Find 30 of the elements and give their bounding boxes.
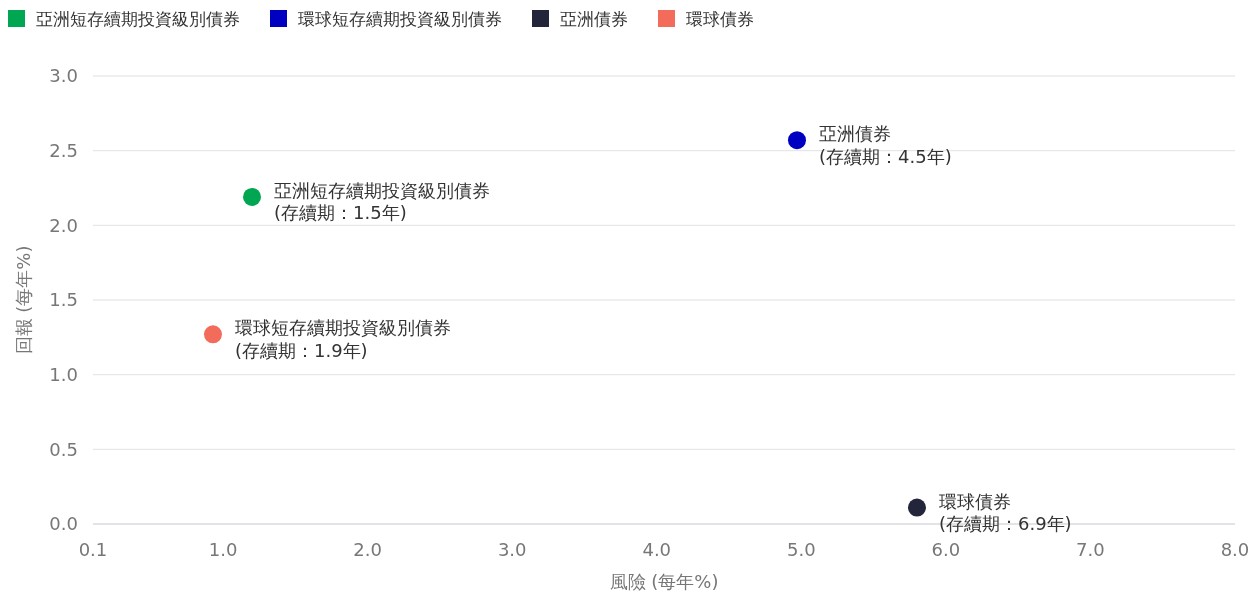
x-tick-label: 5.0	[787, 539, 816, 560]
legend-label: 亞洲短存續期投資級別債券	[36, 9, 240, 29]
point	[787, 131, 806, 150]
y-tick-label: 1.0	[49, 363, 78, 385]
y-tick-label: 0.0	[49, 513, 78, 535]
y-axis-title: 回報 (每年%)	[13, 245, 34, 355]
x-tick-label: 7.0	[1076, 539, 1105, 560]
x-tick-label: 1.0	[208, 539, 238, 560]
annotation: 亞洲短存續期投資級別債券 (存續期：1.5年)	[274, 179, 491, 224]
legend-label: 亞洲債券	[560, 9, 628, 29]
point	[203, 325, 222, 344]
point	[243, 187, 262, 206]
x-tick-label: 3.0	[497, 539, 527, 560]
point	[907, 498, 926, 517]
annotation: 環球短存續期投資級別債券 (存續期：1.9年)	[234, 317, 451, 361]
y-tick-label: 0.5	[49, 438, 78, 460]
legend-label: 環球短存續期投資級別債券	[298, 9, 502, 29]
y-tick-label: 1.5	[49, 289, 78, 311]
x-tick-label: 8.0	[1220, 539, 1250, 560]
legend-label: 環球債券	[686, 9, 754, 29]
x-axis-title: 風險 (每年%)	[609, 571, 719, 592]
y-tick-label: 2.0	[49, 214, 78, 236]
x-tick-label: 4.0	[642, 539, 672, 560]
y-tick-label: 3.0	[49, 65, 78, 87]
x-tick-label: 2.0	[353, 539, 382, 560]
annotation: 亞洲債券 (存續期：4.5年)	[818, 123, 952, 167]
x-tick-label: 6.0	[931, 539, 961, 560]
x-tick-label: 0.1	[78, 539, 108, 560]
annotation: 環球債券 (存續期：6.9年)	[938, 490, 1072, 535]
y-tick-label: 2.5	[49, 139, 78, 161]
